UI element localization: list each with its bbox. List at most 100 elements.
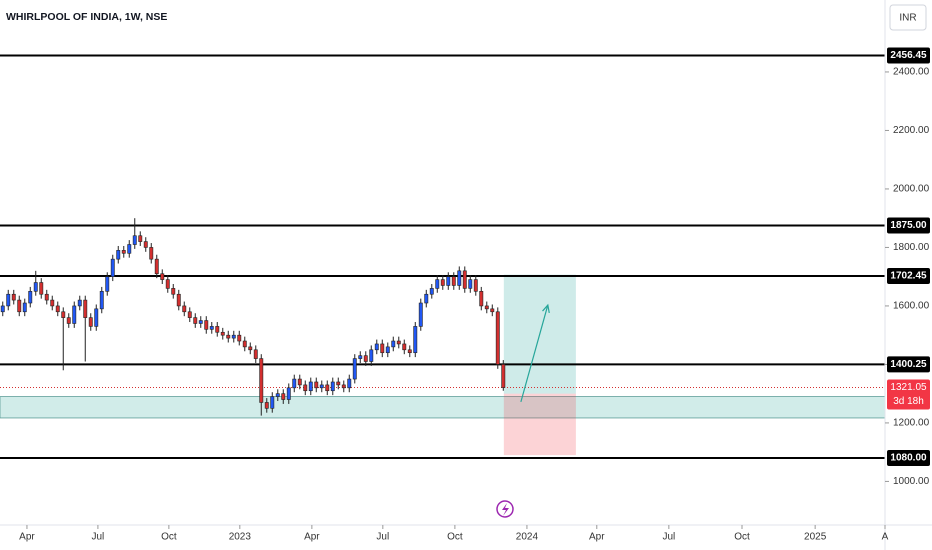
- candle-body: [121, 250, 126, 254]
- candle-body: [264, 402, 269, 409]
- candle-body: [358, 355, 363, 359]
- x-tick-label: Apr: [19, 532, 35, 543]
- y-tick-label: 2200.00: [893, 125, 930, 136]
- candle-body: [391, 340, 396, 348]
- candle-body: [286, 387, 291, 400]
- candle-body: [451, 276, 456, 286]
- candle-body: [11, 293, 16, 301]
- candle-body: [160, 273, 165, 280]
- candle-body: [132, 235, 137, 245]
- level-label: 2456.45: [890, 50, 927, 61]
- candle-body: [303, 384, 308, 392]
- event-icon-bolt: [502, 503, 509, 516]
- candle-body: [149, 247, 154, 260]
- last-price-label: 1321.05: [890, 382, 927, 393]
- level-label-box: [887, 217, 930, 234]
- candle-body: [341, 384, 346, 389]
- candle-body: [66, 317, 71, 324]
- arrow-head: [542, 303, 550, 314]
- candle-body: [490, 308, 495, 313]
- candle-body: [479, 291, 484, 307]
- candle-body: [83, 299, 88, 318]
- candle-body: [28, 291, 33, 304]
- candle-body: [253, 349, 258, 359]
- candle-body: [308, 381, 313, 392]
- level-label-box: [887, 356, 930, 373]
- level-label-box: [887, 450, 930, 467]
- candle-body: [407, 349, 412, 354]
- x-tick-label: Oct: [734, 532, 750, 543]
- position-stop: [503, 393, 576, 456]
- currency-label[interactable]: INR: [899, 13, 916, 24]
- x-tick-label: Jul: [92, 532, 105, 543]
- candle-body: [435, 279, 440, 289]
- candle-body: [292, 378, 297, 389]
- candle-body: [352, 358, 357, 380]
- candle-body: [413, 326, 418, 354]
- candle-body: [242, 340, 247, 348]
- candle-body: [259, 358, 264, 403]
- candle-body: [72, 305, 77, 324]
- candle-body: [314, 381, 319, 389]
- x-tick-label: 2024: [516, 532, 539, 543]
- candle-body: [270, 396, 275, 409]
- x-tick-label: 2023: [229, 532, 252, 543]
- chart-title: WHIRLPOOL OF INDIA, 1W, NSE: [6, 11, 167, 23]
- candle-body: [495, 311, 500, 365]
- candle-body: [374, 343, 379, 351]
- candle-body: [193, 317, 198, 324]
- candle-body: [385, 346, 390, 354]
- candle-body: [429, 288, 434, 295]
- candle-body: [6, 293, 11, 307]
- y-tick-label: 2400.00: [893, 67, 930, 78]
- y-tick-label: 2000.00: [893, 184, 930, 195]
- candle-body: [204, 320, 209, 330]
- candle-body: [462, 270, 467, 289]
- candle-body: [325, 384, 330, 392]
- candle-body: [176, 293, 181, 307]
- candle-body: [369, 349, 374, 362]
- level-label: 1080.00: [890, 453, 927, 464]
- candle-body: [440, 279, 445, 286]
- x-tick-label: A: [882, 532, 889, 543]
- support-zone: [0, 396, 886, 419]
- candle-body: [226, 334, 231, 339]
- candle-body: [39, 282, 44, 295]
- level-label: 1400.25: [890, 359, 927, 370]
- candle-body: [209, 326, 214, 330]
- candle-body: [116, 250, 121, 260]
- candle-body: [44, 293, 49, 301]
- candle-body: [336, 381, 341, 386]
- candle-body: [215, 326, 220, 333]
- candle-body: [363, 355, 368, 362]
- candle-body: [143, 241, 148, 248]
- candle-body: [17, 299, 22, 313]
- candle-body: [88, 317, 93, 327]
- candle-body: [198, 320, 203, 324]
- candle-body: [105, 276, 110, 292]
- candle-body: [330, 381, 335, 392]
- candle-body: [0, 305, 5, 313]
- x-tick-label: Oct: [447, 532, 463, 543]
- candle-body: [154, 258, 159, 275]
- candle-body: [50, 299, 55, 307]
- countdown-label: 3d 18h: [893, 396, 924, 407]
- currency-button[interactable]: [889, 4, 927, 31]
- candle-body: [248, 346, 253, 351]
- candle-body: [457, 270, 462, 286]
- candle-body: [484, 305, 489, 310]
- y-tick-label: 1600.00: [893, 301, 930, 312]
- candle-body: [61, 311, 66, 318]
- candle-body: [22, 302, 27, 313]
- candle-body: [165, 279, 170, 289]
- arrow-line: [520, 304, 549, 403]
- x-tick-label: Jul: [662, 532, 675, 543]
- candle-body: [171, 288, 176, 295]
- candle-body: [110, 258, 115, 277]
- y-tick-label: 1200.00: [893, 418, 930, 429]
- candle-body: [220, 331, 225, 336]
- candle-body: [33, 282, 38, 292]
- x-tick-label: Jul: [376, 532, 389, 543]
- candle-body: [281, 393, 286, 400]
